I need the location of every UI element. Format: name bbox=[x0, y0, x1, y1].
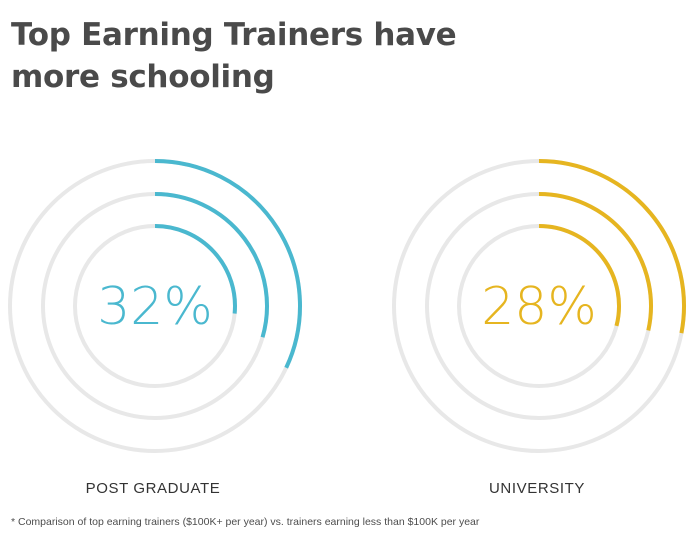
title-line-1: Top Earning Trainers have bbox=[11, 17, 457, 53]
title-line-2: more schooling bbox=[11, 59, 275, 95]
chart-title: Top Earning Trainers have more schooling bbox=[11, 14, 531, 98]
radial-chart-post-graduate: 32% bbox=[8, 159, 302, 453]
ring-progress-outer bbox=[154, 159, 302, 369]
center-value-university: 28% bbox=[481, 277, 597, 337]
category-label-university: UNIVERSITY bbox=[488, 480, 585, 497]
ring-progress-middle bbox=[154, 192, 269, 338]
center-value-post-graduate: 32% bbox=[97, 277, 213, 337]
category-label-post-graduate: POST GRADUATE bbox=[85, 480, 221, 497]
footnote: * Comparison of top earning trainers ($1… bbox=[11, 516, 480, 528]
ring-progress-inner bbox=[538, 224, 621, 327]
ring-progress-outer bbox=[538, 159, 686, 334]
radial-chart-university: 28% bbox=[392, 159, 686, 453]
ring-progress-middle bbox=[538, 192, 653, 331]
ring-progress-inner bbox=[154, 224, 237, 314]
